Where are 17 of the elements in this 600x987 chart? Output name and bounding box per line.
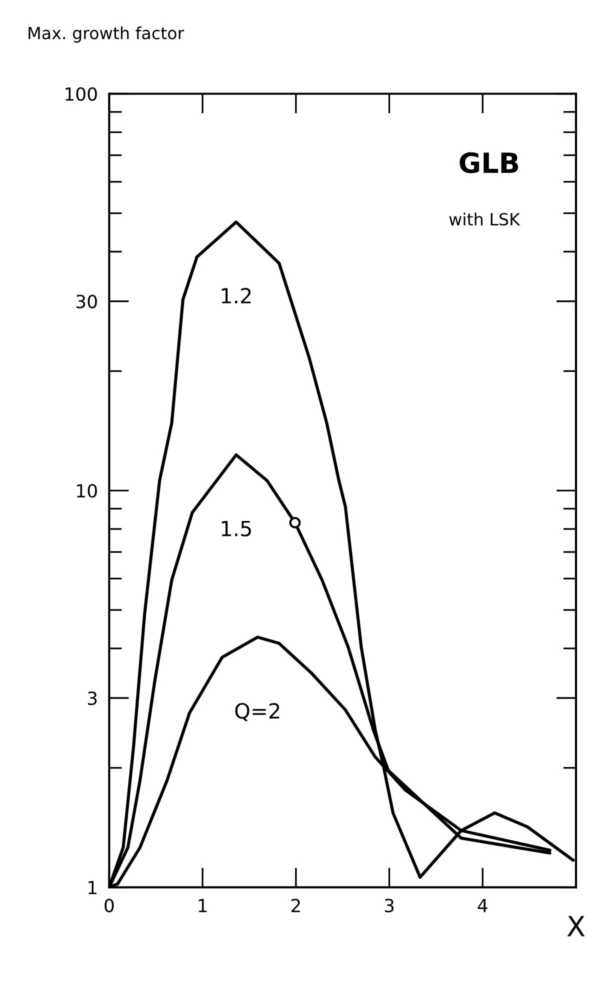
y-tick-label: 3 bbox=[88, 691, 97, 706]
y-tick-label: 10 bbox=[77, 484, 97, 498]
y-axis-title: Max. growth factor bbox=[28, 26, 184, 43]
x-tick-label: 4 bbox=[478, 898, 488, 912]
x-tick-label: 0 bbox=[104, 898, 114, 912]
x-axis-title: X bbox=[567, 916, 585, 936]
y-tick-label: 30 bbox=[76, 294, 97, 308]
x-tick-label: 2 bbox=[292, 898, 300, 912]
text: GLB bbox=[460, 152, 518, 174]
x-tick-label: 3 bbox=[384, 898, 394, 912]
text: with LSK bbox=[449, 212, 520, 226]
series-label: 1.5 bbox=[222, 520, 251, 536]
x-tick-label: 1 bbox=[198, 898, 207, 912]
series-label: Q=2 bbox=[235, 702, 280, 722]
series-label: 1.2 bbox=[222, 288, 251, 304]
y-tick-label: 100 bbox=[66, 87, 97, 101]
y-tick-label: 1 bbox=[88, 881, 96, 894]
